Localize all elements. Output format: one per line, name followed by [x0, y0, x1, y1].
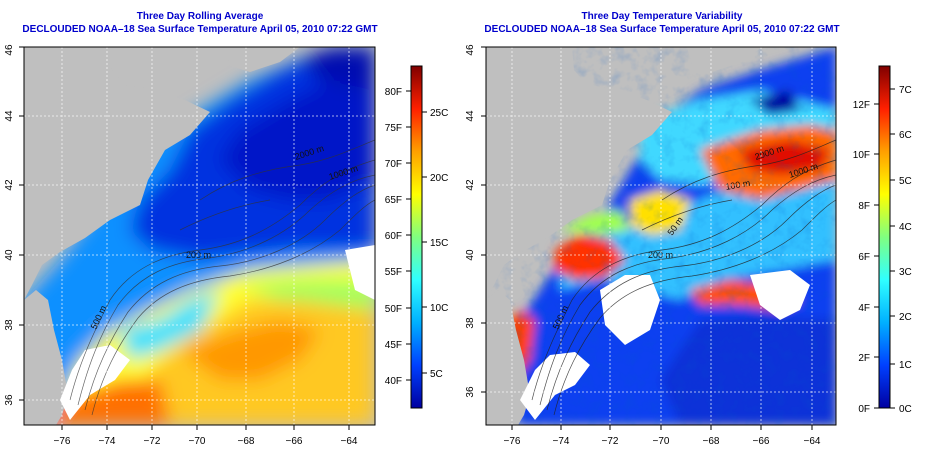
left-southern-land [24, 290, 68, 425]
right-bathymetry-contours [531, 139, 836, 416]
right-colorbar-c-label: 2C [899, 312, 912, 323]
left-colorbar-c-label: 5C [430, 369, 443, 380]
left-lat-label: 36 [4, 394, 15, 406]
right-lon-label: −64 [804, 436, 821, 447]
left-sst-field [24, 47, 375, 425]
right-lon-label: −66 [753, 436, 770, 447]
left-colorbar-f-label: 50F [385, 304, 402, 315]
left-colorbar-f-label: 80F [385, 87, 402, 98]
right-map-title: Three Day Temperature Variability [581, 11, 743, 22]
right-colorbar-c-label: 7C [899, 85, 912, 96]
left-lon-label: −72 [144, 436, 161, 447]
left-colorbar-f-label: 40F [385, 376, 402, 387]
left-cloud-patch-east [345, 245, 375, 300]
left-contour-label-200m: 200 m [186, 250, 211, 260]
right-map: 200 m 1000 m 2000 m 500 m 100 m 50 m [465, 44, 912, 447]
left-colorbar-f-label: 60F [385, 231, 402, 242]
right-colorbar-f-label: 10F [853, 150, 870, 161]
right-colorbar-f-label: 4F [858, 303, 870, 314]
right-colorbar-f-label: 2F [858, 353, 870, 364]
right-colorbar-c-label: 4C [899, 222, 912, 233]
right-cloud-patch-east [750, 270, 810, 320]
right-lat-label: 38 [465, 317, 476, 329]
left-canada-land [225, 47, 300, 72]
right-lon-label: −70 [653, 436, 670, 447]
left-colorbar-f-label: 65F [385, 195, 402, 206]
right-colorbar-f-label: 6F [858, 252, 870, 263]
left-lat-label: 38 [4, 319, 15, 331]
left-lon-label: −76 [54, 436, 71, 447]
right-colorbar-c-label: 0C [899, 404, 912, 415]
colorbar-gradient [879, 66, 890, 408]
left-colorbar-f-label: 70F [385, 159, 402, 170]
left-map-subtitle: DECLOUDED NOAA–18 Sea Surface Temperatur… [22, 24, 378, 35]
right-lon-label: −74 [553, 436, 570, 447]
right-colorbar-c-label: 5C [899, 176, 912, 187]
left-cloud-patch [60, 345, 130, 420]
left-map-title: Three Day Rolling Average [136, 11, 264, 22]
left-lat-label: 42 [4, 179, 15, 191]
right-lat-label: 42 [465, 179, 476, 191]
left-colorbar-c-label: 20C [430, 173, 448, 184]
right-lon-label: −68 [703, 436, 720, 447]
right-cloud-patch-south [520, 352, 590, 420]
left-lat-label: 46 [4, 44, 15, 56]
left-colorbar-f-label: 55F [385, 267, 402, 278]
left-map-frame [23, 46, 376, 426]
left-colorbar-f-label: 75F [385, 123, 402, 134]
right-colorbar-c-label: 3C [899, 267, 912, 278]
right-colorbar-c-label: 1C [899, 360, 912, 371]
right-lat-label: 40 [465, 249, 476, 261]
right-colorbar-f-label: 0F [858, 404, 870, 415]
left-lon-label: −70 [189, 436, 206, 447]
right-map-subtitle: DECLOUDED NOAA–18 Sea Surface Temperatur… [484, 24, 840, 35]
right-colorbar-f-label: 12F [853, 100, 870, 111]
right-cloud-patch [600, 275, 660, 345]
right-colorbar-c-label: 6C [899, 130, 912, 141]
right-lon-label: −72 [602, 436, 619, 447]
colorbar-gradient [411, 66, 422, 408]
right-lat-label: 44 [465, 110, 476, 122]
left-colorbar-c-label: 10C [430, 303, 448, 314]
left-lon-label: −64 [341, 436, 358, 447]
left-coast-land [24, 47, 210, 300]
left-colorbar: 40F 45F 50F 55F 60F 65F 70F 75F 80F 5C 1… [385, 65, 448, 409]
left-lon-ticks [19, 46, 350, 430]
right-grid [486, 47, 836, 425]
left-lon-label: −66 [286, 436, 303, 447]
right-southern-land [486, 290, 530, 425]
left-lat-label: 44 [4, 110, 15, 122]
left-grid [24, 47, 375, 425]
right-lon-label: −76 [504, 436, 521, 447]
right-coast-land [486, 47, 672, 300]
right-lat-label: 36 [465, 386, 476, 398]
right-contour-label-200m: 200 m [648, 250, 673, 260]
right-colorbar-f-label: 8F [858, 201, 870, 212]
right-lon-ticks [481, 46, 813, 430]
right-lat-label: 46 [465, 44, 476, 56]
right-canada-land [687, 47, 762, 72]
right-contour-label-100m: 100 m [725, 178, 751, 192]
left-colorbar-c-label: 15C [430, 238, 448, 249]
left-lon-label: −74 [99, 436, 116, 447]
left-lon-label: −68 [238, 436, 255, 447]
left-colorbar-f-label: 45F [385, 340, 402, 351]
left-lat-label: 40 [4, 249, 15, 261]
right-colorbar: 0F 2F 4F 6F 8F 10F 12F 0C 1C 2C 3C 4C 5C… [853, 65, 912, 415]
left-colorbar-c-label: 25C [430, 108, 448, 119]
left-bathymetry-contours [69, 139, 375, 416]
left-map: 200 m 1000 m 2000 m 500 m [4, 44, 448, 447]
